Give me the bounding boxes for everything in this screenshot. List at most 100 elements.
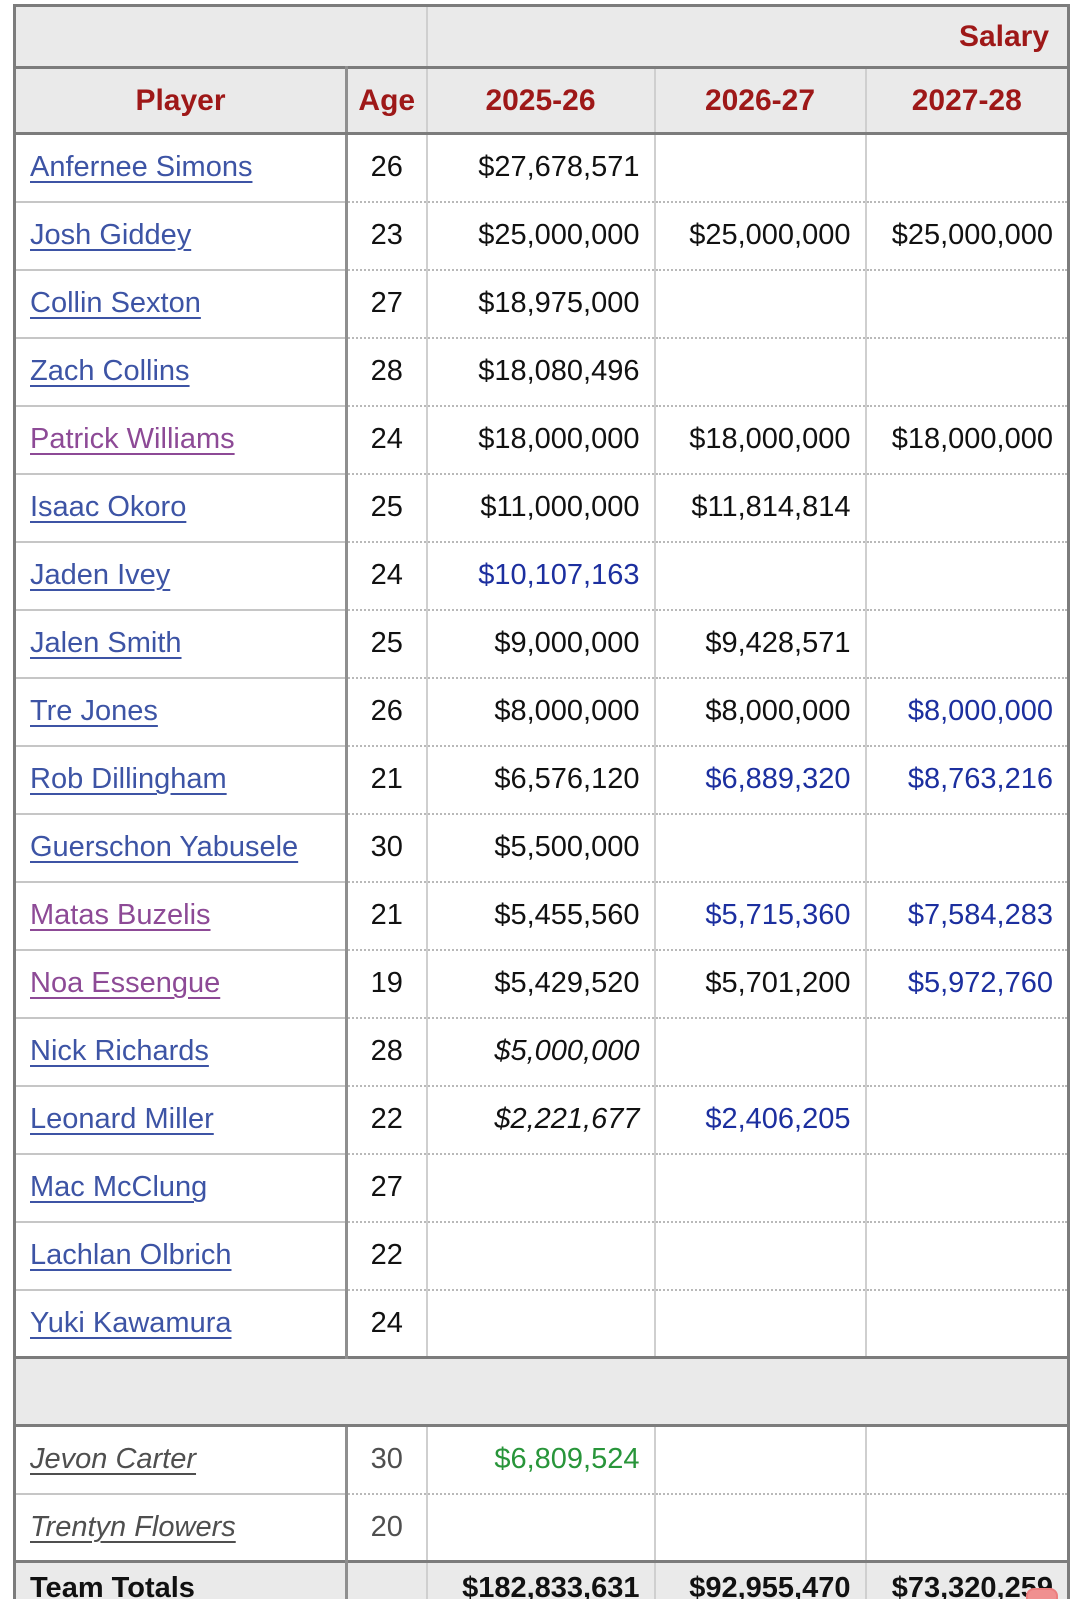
age-cell: 27 <box>346 1152 428 1222</box>
age-cell: 25 <box>346 472 428 542</box>
salary-cell-2025-26: $25,000,000 <box>426 200 656 270</box>
section-divider <box>14 1356 1069 1427</box>
salary-cell-2026-27 <box>654 1016 867 1086</box>
player-row: Jevon Carter 30 $6,809,524 <box>14 1425 1069 1494</box>
age-cell: 22 <box>346 1220 428 1290</box>
salary-cell-2025-26: $9,000,000 <box>426 608 656 678</box>
column-header-2026-27: 2026-27 <box>654 66 867 135</box>
salary-cell-2026-27 <box>654 268 867 338</box>
player-link[interactable]: Josh Giddey <box>30 219 192 251</box>
team-totals-row: Team Totals $182,833,631 $92,955,470 $73… <box>14 1560 1069 1599</box>
column-header-2025-26: 2025-26 <box>426 66 656 135</box>
salary-cell-2026-27: $6,889,320 <box>654 744 867 814</box>
player-cell: Leonard Miller <box>14 1084 348 1154</box>
salary-cell-2026-27 <box>654 133 867 202</box>
player-link[interactable]: Lachlan Olbrich <box>30 1239 232 1271</box>
salary-table-wrap: Salary Player Age 2025-26 2026-27 2027-2… <box>13 4 1071 1599</box>
salary-cell-2027-28: $7,584,283 <box>865 880 1069 950</box>
player-cell: Mac McClung <box>14 1152 348 1222</box>
player-link[interactable]: Jevon Carter <box>30 1443 197 1476</box>
salary-group-header: Salary <box>426 5 1069 68</box>
player-row: Collin Sexton 27 $18,975,000 <box>14 268 1069 338</box>
player-link[interactable]: Isaac Okoro <box>30 491 187 523</box>
salary-cell-2027-28 <box>865 472 1069 542</box>
player-link[interactable]: Anfernee Simons <box>30 151 253 184</box>
age-cell: 24 <box>346 540 428 610</box>
player-link[interactable]: Jaden Ivey <box>30 559 171 591</box>
player-link[interactable]: Zach Collins <box>30 355 190 387</box>
player-link[interactable]: Nick Richards <box>30 1035 209 1067</box>
salary-cell-2025-26: $5,000,000 <box>426 1016 656 1086</box>
salary-cell-2026-27: $8,000,000 <box>654 676 867 746</box>
totals-2026-27: $92,955,470 <box>654 1560 867 1599</box>
player-row: Lachlan Olbrich 22 <box>14 1220 1069 1290</box>
salary-cell-2025-26: $18,080,496 <box>426 336 656 406</box>
age-cell: 21 <box>346 880 428 950</box>
player-link[interactable]: Rob Dillingham <box>30 763 227 795</box>
salary-cell-2025-26 <box>426 1288 656 1358</box>
player-cell: Jaden Ivey <box>14 540 348 610</box>
salary-cell-2027-28 <box>865 1084 1069 1154</box>
salary-cell-2026-27: $5,701,200 <box>654 948 867 1018</box>
age-cell: 24 <box>346 1288 428 1358</box>
age-cell: 24 <box>346 404 428 474</box>
player-link[interactable]: Trentyn Flowers <box>30 1510 236 1543</box>
salary-cell-2025-26: $10,107,163 <box>426 540 656 610</box>
salary-cell-2027-28: $8,000,000 <box>865 676 1069 746</box>
age-cell: 25 <box>346 608 428 678</box>
player-cell: Lachlan Olbrich <box>14 1220 348 1290</box>
player-row: Nick Richards 28 $5,000,000 <box>14 1016 1069 1086</box>
player-row: Rob Dillingham 21 $6,576,120 $6,889,320 … <box>14 744 1069 814</box>
player-link[interactable]: Collin Sexton <box>30 287 201 319</box>
salary-cell-2027-28 <box>865 1492 1069 1562</box>
salary-cell-2026-27 <box>654 812 867 882</box>
blank-header-cell <box>14 5 428 68</box>
player-cell: Zach Collins <box>14 336 348 406</box>
player-row: Guerschon Yabusele 30 $5,500,000 <box>14 812 1069 882</box>
salary-cell-2027-28 <box>865 608 1069 678</box>
player-cell: Nick Richards <box>14 1016 348 1086</box>
salary-cell-2025-26 <box>426 1152 656 1222</box>
salary-cell-2026-27 <box>654 1425 867 1494</box>
player-link[interactable]: Leonard Miller <box>30 1103 214 1135</box>
salary-cell-2025-26: $8,000,000 <box>426 676 656 746</box>
player-link[interactable]: Jalen Smith <box>30 627 182 659</box>
player-cell: Guerschon Yabusele <box>14 812 348 882</box>
player-link[interactable]: Tre Jones <box>30 695 158 727</box>
salary-cell-2026-27 <box>654 1220 867 1290</box>
age-cell: 26 <box>346 676 428 746</box>
player-link[interactable]: Patrick Williams <box>30 423 235 455</box>
column-header-age: Age <box>346 66 428 135</box>
player-cell: Noa Essengue <box>14 948 348 1018</box>
totals-section: Team Totals $182,833,631 $92,955,470 $73… <box>14 1560 1069 1599</box>
player-cell: Jalen Smith <box>14 608 348 678</box>
player-link[interactable]: Noa Essengue <box>30 967 221 999</box>
age-cell: 22 <box>346 1084 428 1154</box>
team-totals-label: Team Totals <box>14 1560 348 1599</box>
salary-cell-2027-28 <box>865 1288 1069 1358</box>
player-row: Zach Collins 28 $18,080,496 <box>14 336 1069 406</box>
player-link[interactable]: Mac McClung <box>30 1171 208 1203</box>
player-row: Isaac Okoro 25 $11,000,000 $11,814,814 <box>14 472 1069 542</box>
salary-cell-2025-26: $11,000,000 <box>426 472 656 542</box>
salary-cell-2026-27: $9,428,571 <box>654 608 867 678</box>
player-link[interactable]: Yuki Kawamura <box>30 1306 232 1339</box>
roster-rows: Anfernee Simons 26 $27,678,571 Josh Gidd… <box>14 133 1069 1358</box>
player-link[interactable]: Matas Buzelis <box>30 899 211 931</box>
salary-cell-2025-26: $5,455,560 <box>426 880 656 950</box>
salary-cell-2026-27 <box>654 1492 867 1562</box>
age-cell: 19 <box>346 948 428 1018</box>
salary-cell-2027-28 <box>865 268 1069 338</box>
player-row: Mac McClung 27 <box>14 1152 1069 1222</box>
player-cell: Anfernee Simons <box>14 133 348 202</box>
salary-cell-2027-28: $5,972,760 <box>865 948 1069 1018</box>
salary-cell-2025-26 <box>426 1220 656 1290</box>
player-link[interactable]: Guerschon Yabusele <box>30 831 299 863</box>
salary-cell-2025-26: $6,576,120 <box>426 744 656 814</box>
salary-cell-2026-27 <box>654 336 867 406</box>
player-cell: Patrick Williams <box>14 404 348 474</box>
header-group-row: Salary <box>14 5 1069 68</box>
floating-scroll-button[interactable] <box>1026 1588 1058 1599</box>
salary-cell-2025-26: $18,975,000 <box>426 268 656 338</box>
salary-table: Salary Player Age 2025-26 2026-27 2027-2… <box>13 4 1071 1599</box>
